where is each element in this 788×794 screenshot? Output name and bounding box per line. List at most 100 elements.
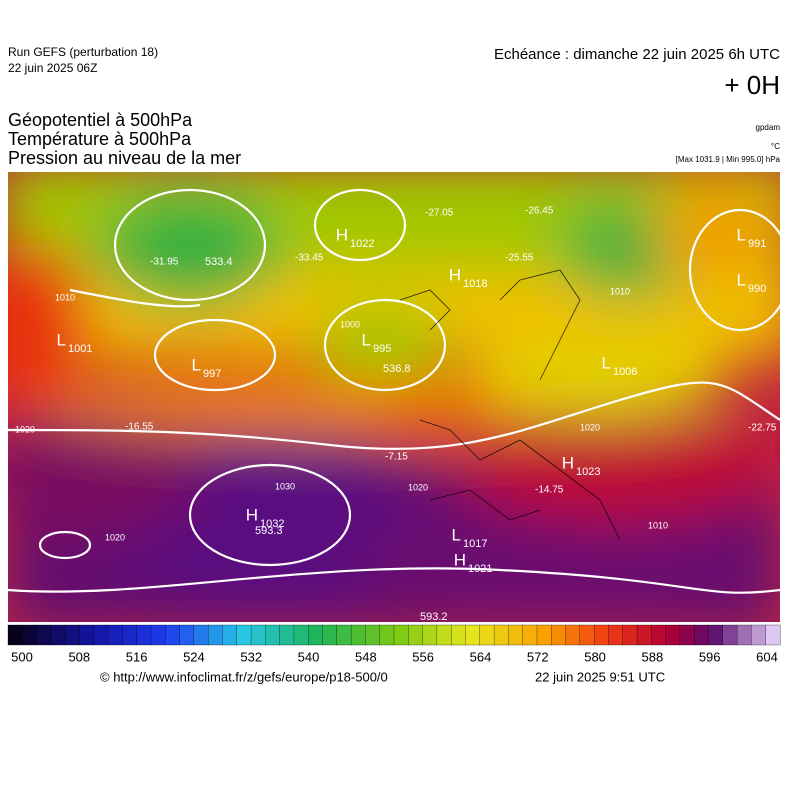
temperature-label: -16.55 (125, 422, 154, 433)
colorbar-swatch (150, 624, 166, 646)
center-value: 1017 (463, 538, 487, 550)
colorbar-swatch (136, 624, 152, 646)
isobar-label: 1010 (610, 286, 630, 296)
colorbar-swatch (193, 624, 209, 646)
colorbar-swatch (694, 624, 709, 646)
center-value: 1001 (68, 343, 92, 355)
colorbar-swatch (293, 624, 309, 646)
colorbar-swatch (479, 624, 495, 646)
colorbar-tick-label: 580 (584, 649, 606, 664)
colorbar-tick-label: 524 (183, 649, 205, 664)
center-symbol: H (336, 225, 348, 244)
temperature-label: -31.95 (150, 257, 179, 268)
colorbar-swatch (222, 624, 238, 646)
colorbar-swatch (308, 624, 323, 646)
geopotential-label: 533.4 (205, 256, 233, 268)
map (8, 172, 780, 622)
colorbar-swatch (508, 624, 524, 646)
center-value: 991 (748, 238, 766, 250)
temperature-label: -27.05 (425, 208, 454, 219)
unit-geo: gpdam (756, 123, 781, 132)
lead-time: + 0H (724, 70, 780, 100)
colorbar-swatch (679, 624, 695, 646)
min-max: [Max 1031.9 | Min 995.0] hPa (676, 155, 781, 164)
colorbar-swatch (651, 624, 667, 646)
center-symbol: H (246, 505, 258, 524)
colorbar-swatch (765, 624, 781, 646)
geopotential-label: 536.8 (383, 363, 411, 375)
colorbar-swatch (593, 624, 609, 646)
colorbar-tick-label: 588 (642, 649, 664, 664)
center-value: 1018 (463, 278, 487, 290)
center-symbol: L (737, 225, 746, 244)
colorbar-tick-label: 508 (68, 649, 90, 664)
temperature-label: -22.75 (748, 423, 777, 434)
colorbar-tick-label: 596 (699, 649, 721, 664)
temperature-label: -25.55 (505, 253, 534, 264)
center-value: 995 (373, 343, 391, 355)
source: © http://www.infoclimat.fr/z/gefs/europe… (100, 669, 388, 684)
colorbar-swatch (565, 624, 581, 646)
colorbar-tick-label: 540 (298, 649, 320, 664)
colorbar-swatch (665, 624, 681, 646)
colorbar-swatch (636, 624, 652, 646)
colorbar-swatch (436, 624, 452, 646)
colorbar-swatch (7, 624, 23, 646)
colorbar-swatch (350, 624, 366, 646)
colorbar-swatch (179, 624, 195, 646)
temperature-label: -26.45 (525, 206, 554, 217)
colorbar-swatch (265, 624, 281, 646)
colorbar-swatch (751, 624, 767, 646)
isobar-label: 1030 (275, 481, 295, 491)
colorbar-swatch (250, 624, 266, 646)
unit-temp: °C (771, 142, 780, 151)
center-symbol: L (602, 353, 611, 372)
colorbar-swatch (236, 624, 252, 646)
center-symbol: L (452, 525, 461, 544)
colorbar-swatch (608, 624, 624, 646)
colorbar-swatch (122, 624, 138, 646)
colorbar-swatch (279, 624, 295, 646)
date: 22 juin 2025 9:51 UTC (535, 669, 665, 684)
colorbar-swatch (408, 624, 424, 646)
colorbar-tick-label: 564 (470, 649, 492, 664)
temperature-label: -14.75 (535, 485, 564, 496)
temperature-label: -7.15 (385, 452, 408, 463)
center-symbol: H (449, 265, 461, 284)
colorbar-tick-label: 532 (240, 649, 262, 664)
center-value: 990 (748, 283, 766, 295)
center-value: 1021 (468, 563, 492, 575)
isobar-label: 1020 (105, 532, 125, 542)
center-symbol: L (362, 330, 371, 349)
colorbar-swatch (336, 624, 352, 646)
colorbar-swatch (551, 624, 567, 646)
temperature-label: -33.45 (295, 253, 324, 264)
center-value: 1022 (350, 238, 374, 250)
colorbar-swatch (207, 624, 223, 646)
colorbar-swatch (36, 624, 52, 646)
colorbar-swatch (165, 624, 181, 646)
colorbar-swatch (451, 624, 466, 646)
colorbar-swatch (536, 624, 552, 646)
colorbar-swatch (708, 624, 724, 646)
colorbar-swatch (107, 624, 123, 646)
title-pressure: Pression au niveau de la mer (8, 148, 241, 168)
run-date: 22 juin 2025 06Z (8, 61, 97, 75)
center-value: 1032 (260, 518, 284, 530)
run-label: Run GEFS (perturbation 18) (8, 45, 158, 59)
isobar-label: 1020 (15, 424, 35, 434)
colorbar: 500 508 516 524 532 540 548 556 564 572 580 588 596 6… (7, 624, 781, 664)
isobar-label: 1020 (580, 422, 600, 432)
colorbar-swatch (79, 624, 95, 646)
colorbar-swatch (522, 624, 538, 646)
isobar-label: 1010 (55, 292, 75, 302)
center-symbol: L (192, 355, 201, 374)
colorbar-swatch (322, 624, 338, 646)
colorbar-swatch (65, 624, 80, 646)
colorbar-swatch (493, 624, 509, 646)
echeance: Echéance : dimanche 22 juin 2025 6h UTC (494, 46, 780, 63)
colorbar-tick-label: 572 (527, 649, 549, 664)
colorbar-swatch (465, 624, 481, 646)
